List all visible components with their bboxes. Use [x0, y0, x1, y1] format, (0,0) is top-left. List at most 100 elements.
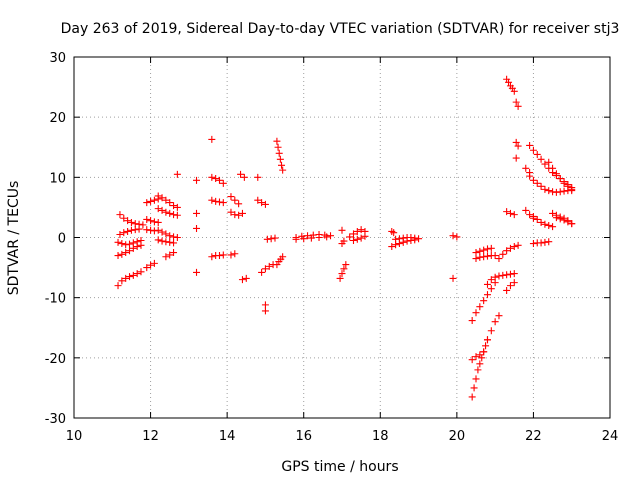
data-point — [526, 141, 534, 149]
data-point — [506, 244, 514, 252]
data-point — [118, 277, 126, 285]
data-point — [150, 196, 158, 204]
data-point — [514, 102, 522, 110]
data-point — [127, 218, 135, 226]
series-arc-12 — [154, 226, 181, 241]
data-point — [278, 161, 286, 169]
series-arc-29 — [254, 173, 262, 181]
data-point — [254, 196, 262, 204]
data-point — [258, 199, 266, 207]
data-point — [470, 384, 478, 392]
series-arc-10 — [154, 192, 181, 211]
data-point — [258, 268, 266, 276]
data-point — [116, 211, 124, 219]
data-point — [491, 273, 499, 281]
data-point — [114, 252, 122, 260]
series-arc-42 — [346, 226, 369, 241]
series-arc-23 — [208, 135, 216, 143]
data-point — [307, 234, 315, 242]
data-point — [526, 172, 534, 180]
data-point — [137, 241, 145, 249]
data-point — [495, 312, 503, 320]
data-point — [147, 226, 155, 234]
data-point — [449, 232, 457, 240]
series-arc-30 — [254, 196, 269, 208]
series-arc-3 — [114, 241, 145, 260]
data-point — [122, 241, 130, 249]
series-arc-55 — [495, 241, 522, 263]
data-point — [120, 229, 128, 237]
series-arc-9 — [143, 195, 162, 207]
data-point — [300, 235, 308, 243]
data-point — [238, 276, 246, 284]
data-point — [147, 197, 155, 205]
data-point — [126, 247, 134, 255]
data-point — [395, 235, 403, 243]
data-point — [483, 336, 491, 344]
series-arc-35 — [279, 166, 287, 174]
x-axis-label: GPS time / hours — [281, 459, 398, 475]
data-point — [170, 202, 178, 210]
series-arc-17 — [193, 209, 201, 217]
data-point — [346, 233, 354, 241]
series-arc-39 — [336, 261, 350, 282]
data-point — [487, 276, 495, 284]
data-point — [166, 232, 174, 240]
data-point — [131, 220, 139, 228]
data-point — [472, 249, 480, 257]
data-point — [388, 243, 396, 251]
series-arc-7 — [143, 226, 158, 235]
data-point — [556, 215, 564, 223]
series-arc-67 — [529, 238, 553, 248]
data-point — [208, 196, 216, 204]
series-arc-32 — [261, 301, 269, 315]
data-point — [483, 252, 491, 260]
series-arc-57 — [503, 75, 518, 95]
data-point — [193, 209, 201, 217]
data-point — [237, 170, 245, 178]
x-tick-label: 14 — [219, 429, 236, 444]
data-point — [468, 317, 476, 325]
data-point — [122, 249, 130, 257]
data-point — [568, 220, 576, 228]
data-point — [215, 252, 223, 260]
data-point — [219, 179, 227, 187]
data-point — [261, 301, 269, 309]
data-point — [118, 250, 126, 258]
data-point — [474, 366, 482, 374]
data-point — [133, 270, 141, 278]
data-point — [514, 142, 522, 150]
series-arc-38 — [292, 233, 331, 243]
data-point — [472, 375, 480, 383]
data-point — [271, 234, 279, 242]
data-point — [349, 230, 357, 238]
data-point — [568, 185, 576, 193]
series-arc-14 — [162, 249, 178, 261]
data-point — [240, 173, 248, 181]
data-point — [529, 240, 537, 248]
data-point — [143, 199, 151, 207]
data-point — [529, 146, 537, 154]
series-arc-48 — [449, 274, 457, 282]
data-point — [537, 155, 545, 163]
data-point — [541, 185, 549, 193]
data-point — [545, 187, 553, 195]
data-point — [510, 87, 518, 95]
data-point — [560, 216, 568, 224]
series-arc-49 — [468, 336, 491, 401]
data-point — [114, 282, 122, 290]
data-point — [193, 224, 201, 232]
data-point — [512, 98, 520, 106]
data-point — [143, 226, 151, 234]
data-point — [173, 211, 181, 219]
data-point — [480, 246, 488, 254]
data-point — [162, 208, 170, 216]
x-tick-label: 22 — [525, 429, 542, 444]
data-point — [261, 265, 269, 273]
data-point — [323, 233, 331, 241]
data-point — [231, 196, 239, 204]
data-point — [279, 253, 287, 261]
data-point — [235, 200, 243, 208]
x-tick-label: 24 — [602, 429, 619, 444]
data-point — [476, 351, 484, 359]
